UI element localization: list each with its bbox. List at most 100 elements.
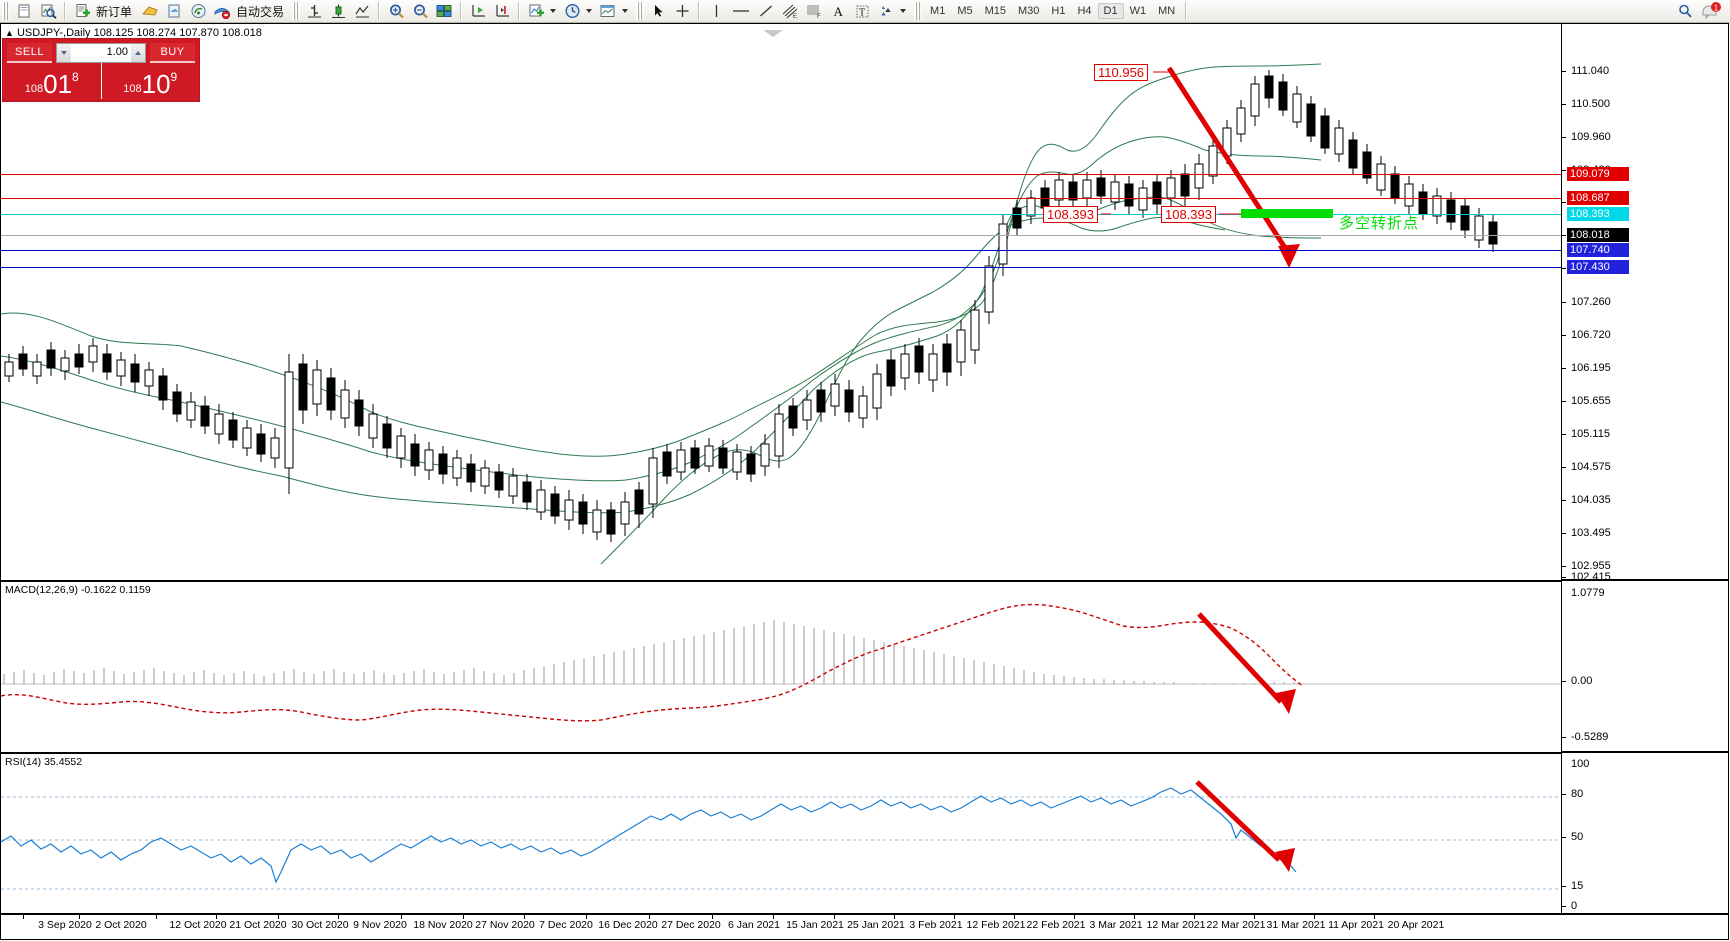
- equidistant-channel-icon[interactable]: E: [778, 1, 802, 21]
- svg-text:T: T: [859, 8, 865, 19]
- toolbar-grip-2[interactable]: [292, 2, 301, 20]
- buy-button[interactable]: BUY: [150, 42, 195, 63]
- svg-text:F: F: [817, 14, 821, 19]
- price-tag-high[interactable]: 110.956: [1094, 64, 1149, 81]
- scale-tick: 102.415: [1571, 571, 1611, 583]
- date-axis[interactable]: 3 Sep 2020 2 Oct 2020 12 Oct 2020 21 Oct 20…: [1, 913, 1728, 941]
- tab-timeframe-h1[interactable]: H1: [1051, 5, 1066, 17]
- indicators-dropdown-icon[interactable]: [550, 9, 557, 13]
- bar-chart-icon[interactable]: [138, 1, 162, 21]
- sell-price-display[interactable]: 108 01 8: [3, 63, 101, 99]
- date-tick: [894, 915, 895, 919]
- price-pane[interactable]: 110.956 108.393 108.393 多空转折点: [0, 24, 1561, 580]
- indicators-icon[interactable]: [524, 1, 548, 21]
- toolbar-separator-5: [698, 2, 701, 20]
- toolbar-separator-3: [460, 2, 463, 20]
- cloud-icon[interactable]: [162, 1, 186, 21]
- templates-dropdown-icon[interactable]: [622, 9, 629, 13]
- scale-tick: 104.575: [1571, 461, 1611, 473]
- level-box-108687[interactable]: 108.687: [1567, 191, 1629, 205]
- level-box-109079[interactable]: 109.079: [1567, 167, 1629, 181]
- tab-timeframe-d1[interactable]: D1: [1097, 3, 1124, 19]
- level-box-107740[interactable]: 107.740: [1567, 243, 1629, 257]
- chart-tab-handle[interactable]: [761, 24, 785, 37]
- sell-price-sup: 8: [72, 70, 79, 84]
- text-icon[interactable]: A: [826, 1, 850, 21]
- price-tag-right[interactable]: 108.393: [1161, 206, 1216, 223]
- date-tick: [216, 915, 217, 919]
- date-tick: [23, 915, 24, 919]
- line-type-icon[interactable]: [350, 1, 374, 21]
- trendline-icon[interactable]: [754, 1, 778, 21]
- scale-tick: 103.495: [1571, 527, 1611, 539]
- tab-timeframe-m30[interactable]: M30: [1018, 5, 1040, 17]
- main-toolbar: 新订单 自动交易: [0, 0, 1730, 23]
- vline-icon[interactable]: [704, 1, 728, 21]
- date-tick: [834, 915, 835, 919]
- window-tile-icon[interactable]: [432, 1, 456, 21]
- new-order-icon[interactable]: [70, 1, 94, 21]
- date-tick: [1254, 915, 1255, 919]
- zoom-out-icon[interactable]: [408, 1, 432, 21]
- hline-icon[interactable]: [728, 1, 754, 21]
- macd-chart-canvas: [0, 603, 1561, 722]
- candlestick-type-icon[interactable]: [326, 1, 350, 21]
- toolbar-grip-4[interactable]: [914, 2, 923, 20]
- chart-collapse-icon[interactable]: ▲: [5, 28, 14, 38]
- document-icon[interactable]: [12, 1, 36, 21]
- tab-timeframe-w1[interactable]: W1: [1129, 5, 1147, 17]
- sell-button[interactable]: SELL: [7, 42, 52, 63]
- level-box-108018[interactable]: 108.018: [1567, 228, 1629, 242]
- macd-trend-arrow: [1197, 612, 1296, 714]
- date-label: 9 Nov 2020: [353, 919, 407, 931]
- volume-increase-button[interactable]: [131, 43, 145, 62]
- find-icon[interactable]: [1674, 1, 1698, 21]
- new-order-label[interactable]: 新订单: [96, 4, 133, 19]
- chinese-annotation[interactable]: 多空转折点: [1339, 214, 1420, 232]
- macd-pane[interactable]: MACD(12,26,9) -0.1622 0.1159: [0, 580, 1561, 752]
- highlight-zone-bar[interactable]: [1241, 209, 1333, 218]
- tab-timeframe-mn[interactable]: MN: [1158, 5, 1176, 17]
- current-price-line-108018: [1, 235, 1561, 236]
- tab-timeframe-h4[interactable]: H4: [1077, 5, 1092, 17]
- date-label: 12 Oct 2020: [169, 919, 227, 931]
- volume-value[interactable]: 1.00: [106, 45, 128, 58]
- alerts-icon[interactable]: 1: [1698, 1, 1724, 21]
- price-scale[interactable]: 111.040 110.500 109.960 109.420 108.880 …: [1561, 24, 1729, 913]
- rsi-pane[interactable]: RSI(14) 35.4552: [0, 752, 1561, 913]
- auto-scroll-icon[interactable]: [490, 1, 514, 21]
- date-label: 15 Jan 2021: [786, 919, 844, 931]
- price-tag-left[interactable]: 108.393: [1043, 206, 1098, 223]
- shapes-dropdown-icon[interactable]: [900, 9, 907, 13]
- zoom-in-icon[interactable]: [384, 1, 408, 21]
- toolbar-grip[interactable]: [2, 2, 10, 20]
- volume-decrease-button[interactable]: [57, 43, 71, 62]
- bar-chart-type-icon[interactable]: [302, 1, 326, 21]
- cursor-icon[interactable]: [646, 1, 670, 21]
- autotrading-icon[interactable]: [210, 1, 234, 21]
- buy-price-sup: 9: [170, 70, 178, 84]
- tab-timeframe-m15[interactable]: M15: [984, 5, 1006, 17]
- volume-input[interactable]: 1.00: [56, 42, 146, 63]
- label-icon[interactable]: T: [850, 1, 874, 21]
- date-tick: [1014, 915, 1015, 919]
- scale-tick: 111.040: [1571, 65, 1610, 77]
- chart-shift-icon[interactable]: [466, 1, 490, 21]
- tab-timeframe-m5[interactable]: M5: [957, 5, 973, 17]
- signal-icon[interactable]: [186, 1, 210, 21]
- buy-price-display[interactable]: 108 10 9: [102, 63, 200, 99]
- one-click-trading-panel[interactable]: SELL 1.00 BUY 108 01 8 108 10 9: [2, 38, 200, 102]
- date-label: 18 Nov 2020: [413, 919, 473, 931]
- toolbar-grip-3[interactable]: [636, 2, 645, 20]
- search-chart-icon[interactable]: [36, 1, 60, 21]
- level-box-107430[interactable]: 107.430: [1567, 260, 1629, 274]
- tab-timeframe-m1[interactable]: M1: [930, 5, 946, 17]
- crosshair-icon[interactable]: [670, 1, 694, 21]
- period-dropdown-icon[interactable]: [586, 9, 593, 13]
- autotrading-label[interactable]: 自动交易: [236, 4, 285, 19]
- fibonacci-icon[interactable]: F: [802, 1, 826, 21]
- shapes-icon[interactable]: [874, 1, 898, 21]
- templates-icon[interactable]: [596, 1, 620, 21]
- period-icon[interactable]: [560, 1, 584, 21]
- level-box-108393[interactable]: 108.393: [1567, 207, 1629, 221]
